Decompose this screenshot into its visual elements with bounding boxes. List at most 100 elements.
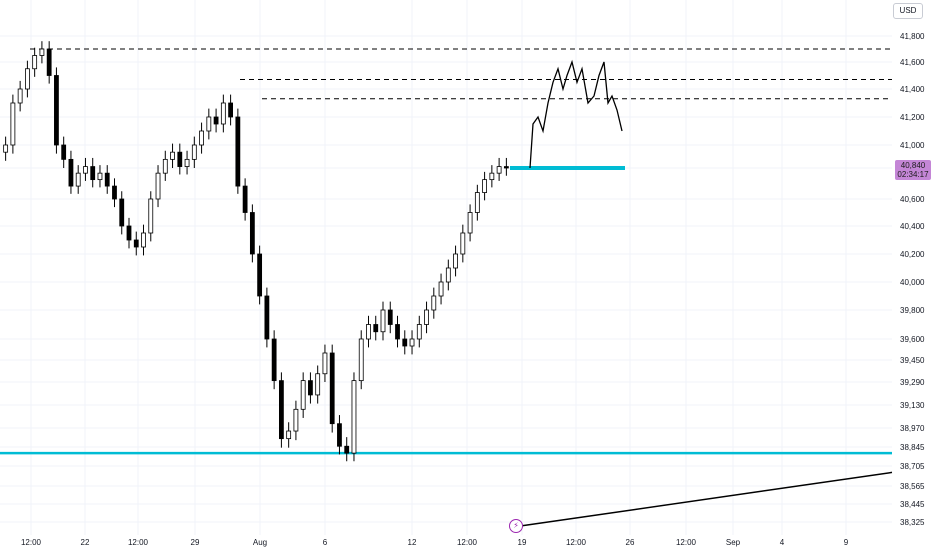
time-tick-label: 4 [780,538,785,547]
price-tick-label: 38,445 [900,500,925,509]
projection-path[interactable] [529,59,623,169]
candle-body [17,88,23,104]
candle-body [170,151,175,160]
candle-body [61,144,67,160]
candle-body [206,116,212,132]
candle-body [286,430,292,440]
candle-body [482,179,488,193]
candle-body [322,352,328,375]
candle-body [104,172,110,187]
time-tick-label: 26 [626,538,635,547]
time-axis[interactable]: 12:00 22 12:00 29 Aug 6 12 12:00 19 12:00 26 12:00 S… [21,538,849,547]
currency-label[interactable]: USD [893,3,923,19]
candle-body [438,281,444,297]
candle-body [46,48,52,76]
candle-body [416,324,422,340]
candle-body [220,102,226,125]
candle-body [90,166,96,181]
time-tick-label: 9 [844,538,849,547]
candle-body [351,380,357,454]
price-tick-label: 39,450 [900,356,925,365]
price-tick-label: 39,600 [900,335,925,344]
candle-body [271,338,277,382]
price-tick-label: 38,565 [900,482,925,491]
candle-body [460,232,466,255]
candle-body [373,324,379,333]
price-tick-label: 40,400 [900,222,925,231]
price-tick-label: 38,845 [900,443,925,452]
countdown-timer: 02:34:17 [897,170,929,179]
price-tick-label: 39,800 [900,306,925,315]
last-price-value: 40,840 [900,161,926,170]
time-tick-label: 19 [518,538,527,547]
time-tick-label: Sep [726,538,741,547]
lightning-icon[interactable]: ⚡ [509,519,523,533]
price-tick-label: 39,290 [900,378,925,387]
price-tick-label: 38,970 [900,424,925,433]
candle-body [112,185,117,200]
candle-body [141,232,146,248]
horizontal-levels [0,48,893,527]
price-tick-label: 41,800 [900,32,925,41]
price-tick-label: 39,130 [900,401,925,410]
candle-body [496,166,502,174]
price-tick-label: 40,600 [900,195,925,204]
candle-body [242,185,248,213]
time-tick-label: 12:00 [128,538,149,547]
candle-body [155,172,161,200]
candle-body [387,309,393,325]
price-axis[interactable]: 41,800 41,600 41,400 41,200 41,000 40,600 40,4… [893,0,932,550]
candle-body [467,212,473,234]
last-price-tag: 40,840 02:34:17 [895,160,931,180]
candle-body [148,198,154,234]
candle-body [83,166,88,174]
candle-body [293,408,299,432]
candle-body [133,239,139,248]
candle-body [119,198,125,227]
price-tick-label: 40,200 [900,250,925,259]
candle-body [235,116,241,187]
candle-body [366,324,371,340]
candle-body [278,380,284,440]
price-tick-label: 41,200 [900,113,925,122]
time-tick-label: 12:00 [457,538,478,547]
price-tick-label: 38,325 [900,518,925,527]
candle-body [24,68,30,90]
candle-body [300,380,306,410]
candle-body [32,55,38,70]
candle-body [68,158,74,187]
projection-path [529,59,623,169]
candle-body [126,225,132,241]
candle-body [395,324,400,340]
trend-line[interactable] [521,471,893,527]
price-tick-label: 40,000 [900,278,925,287]
candle-body [402,338,408,347]
candle-body [3,144,9,153]
time-tick-label: 12 [408,538,417,547]
candle-body [228,102,234,118]
candle-body [308,380,313,396]
candle-body [75,172,81,187]
candle-body [489,172,495,181]
time-tick-label: 12:00 [676,538,697,547]
price-tick-label: 41,000 [900,141,925,150]
time-tick-label: 12:00 [566,538,587,547]
candle-body [191,144,197,160]
candle-body [315,373,321,396]
candle-body [445,267,451,283]
candle-body [358,338,364,382]
candle-body [199,130,204,146]
candle-body [424,309,429,325]
candle-body [344,445,350,454]
candle-body [184,158,190,167]
candle-body [257,253,263,297]
candle-body [10,102,16,146]
time-tick-label: 29 [191,538,200,547]
candle-body [453,253,458,269]
candle-body [380,309,386,333]
price-tick-label: 38,705 [900,462,925,471]
candle-body [177,151,183,167]
price-axis-bg [893,0,932,550]
time-tick-label: 12:00 [21,538,42,547]
